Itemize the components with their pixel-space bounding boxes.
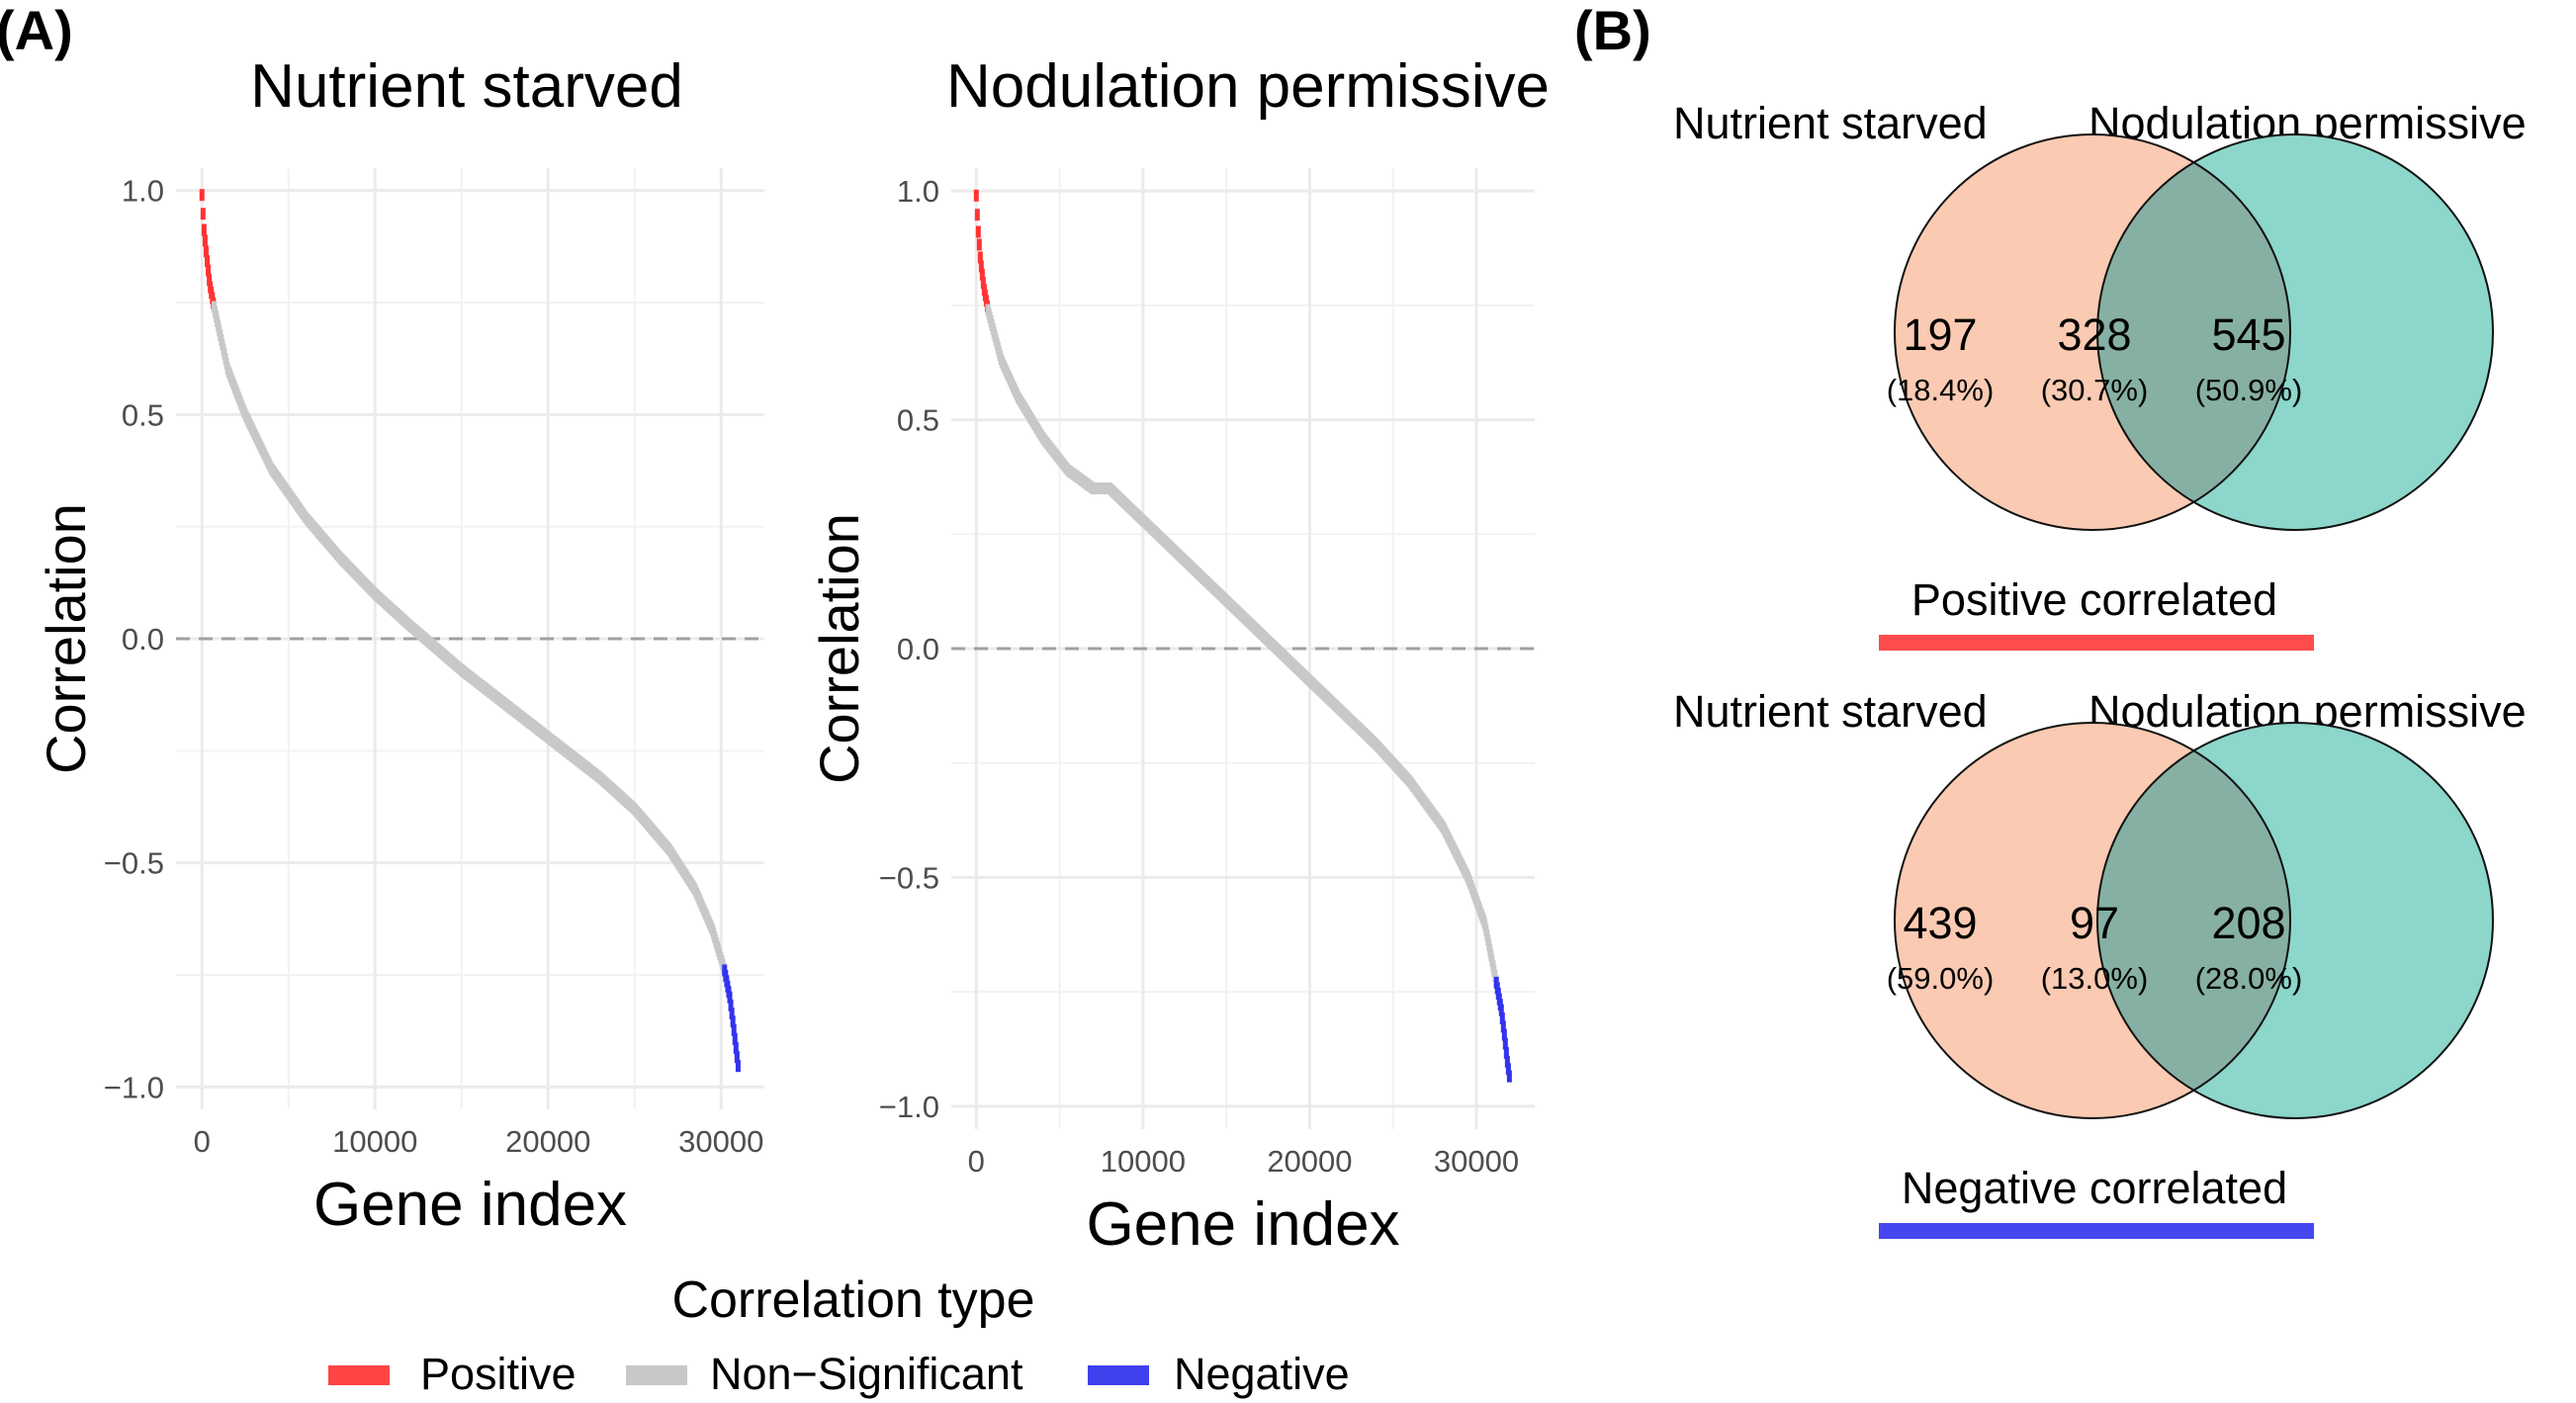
venn-percent: (50.9%) <box>2195 373 2303 407</box>
legend-key-non-significant <box>626 1365 687 1385</box>
panel-a-label: (A) <box>0 0 73 61</box>
y-axis-label: Correlation <box>808 513 870 784</box>
venn-overlap-region <box>2097 134 2290 530</box>
venn-positive: Nutrient starved Nodulation permissive197… <box>1673 98 2527 651</box>
y-tick-label: 0.0 <box>122 622 164 657</box>
venn-count: 97 <box>2070 898 2119 948</box>
venn-count: 545 <box>2211 309 2285 360</box>
venn-percent: (13.0%) <box>2041 961 2149 996</box>
x-tick-label: 10000 <box>1101 1144 1186 1179</box>
x-tick-label: 20000 <box>505 1124 590 1159</box>
venn-outline-right <box>2096 722 2494 1119</box>
y-tick-label: −1.0 <box>879 1090 939 1124</box>
y-tick-label: 0.0 <box>897 632 939 666</box>
legend-label-positive: Positive <box>420 1349 577 1399</box>
venn-count: 197 <box>1903 309 1977 360</box>
x-tick-label: 0 <box>194 1124 211 1159</box>
chart-title: Nutrient starved <box>250 52 683 121</box>
series-non-significant <box>212 301 727 975</box>
y-tick-label: 0.5 <box>122 397 164 432</box>
venn-negative: Nutrient starved Nodulation permissive439… <box>1673 686 2527 1239</box>
line-chart-nodulation-permissive: 0 10000 20000 30000 1.0 0.5 0.0 −0.5 −1.0 Nodulat… <box>808 52 1550 1259</box>
legend-title: Correlation type <box>671 1271 1034 1329</box>
legend: Correlation type Positive Non−Significant N… <box>328 1271 1350 1399</box>
series-positive <box>199 189 217 309</box>
venn-caption-bar <box>1879 1223 2314 1239</box>
venn-caption: Negative correlated <box>1902 1163 2287 1213</box>
legend-key-positive <box>328 1365 390 1385</box>
venn-percent: (30.7%) <box>2041 373 2149 407</box>
legend-label-negative: Negative <box>1174 1349 1350 1399</box>
venn-count: 439 <box>1903 898 1977 948</box>
chart-title: Nodulation permissive <box>946 52 1550 121</box>
venn-percent: (18.4%) <box>1887 373 1995 407</box>
x-tick-label: 10000 <box>332 1124 417 1159</box>
y-tick-label: 0.5 <box>897 403 939 438</box>
venn-caption: Positive correlated <box>1911 574 2277 625</box>
venn-overlap-region <box>2097 723 2290 1118</box>
series-negative <box>1493 976 1512 1083</box>
x-axis-label: Gene index <box>1086 1190 1399 1259</box>
legend-label-non-significant: Non−Significant <box>710 1349 1023 1399</box>
venn-set-label-left: Nutrient starved <box>1673 98 1988 148</box>
venn-outline-left <box>1894 722 2291 1119</box>
venn-outline-right <box>2096 133 2494 531</box>
venn-outline-left <box>1894 133 2291 531</box>
y-tick-label: −1.0 <box>104 1070 164 1104</box>
x-tick-label: 30000 <box>1434 1144 1519 1179</box>
venn-count: 208 <box>2211 898 2285 948</box>
x-tick-label: 30000 <box>678 1124 763 1159</box>
venn-set-label-left: Nutrient starved <box>1673 686 1988 737</box>
y-tick-label: −0.5 <box>879 860 939 895</box>
y-tick-label: 1.0 <box>122 174 164 209</box>
x-axis-label: Gene index <box>313 1171 627 1239</box>
series-negative <box>722 964 741 1073</box>
y-axis-label: Correlation <box>35 503 97 774</box>
y-tick-label: −0.5 <box>104 846 164 881</box>
series-non-significant <box>985 304 1499 988</box>
venn-percent: (28.0%) <box>2195 961 2303 996</box>
series-positive <box>973 189 990 312</box>
venn-count: 328 <box>2057 309 2131 360</box>
legend-key-negative <box>1088 1365 1149 1385</box>
panel-b-label: (B) <box>1574 0 1651 61</box>
venn-caption-bar <box>1879 635 2314 651</box>
x-tick-label: 20000 <box>1267 1144 1352 1179</box>
x-tick-label: 0 <box>968 1144 985 1179</box>
y-tick-label: 1.0 <box>897 174 939 209</box>
line-chart-nutrient-starved: 0 10000 20000 30000 1.0 0.5 0.0 −0.5 −1.0 Nutrien… <box>35 52 764 1239</box>
venn-percent: (59.0%) <box>1887 961 1995 996</box>
